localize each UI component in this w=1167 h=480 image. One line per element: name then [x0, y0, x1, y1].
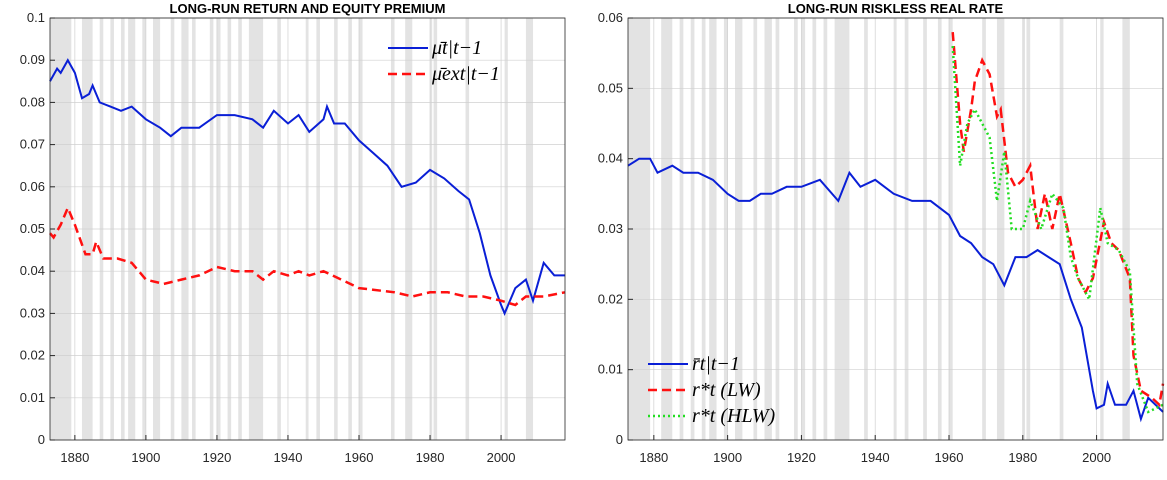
y-tick-label: 0.03 [598, 221, 623, 236]
y-tick-label: 0.06 [20, 179, 45, 194]
x-tick-label: 1940 [861, 450, 890, 465]
y-tick-label: 0.05 [20, 221, 45, 236]
y-tick-label: 0.01 [598, 362, 623, 377]
x-tick-label: 1960 [935, 450, 964, 465]
y-tick-label: 0.1 [27, 10, 45, 25]
series-line [627, 157, 1164, 423]
x-tick-label: 1940 [274, 450, 303, 465]
x-tick-label: 1920 [787, 450, 816, 465]
series-line [951, 46, 1164, 414]
legend-label: r̄t|t−1 [692, 353, 740, 375]
series-line [49, 58, 565, 316]
x-tick-label: 1880 [60, 450, 89, 465]
y-tick-label: 0.07 [20, 137, 45, 152]
y-tick-label: 0.08 [20, 94, 45, 109]
x-tick-label: 1900 [713, 450, 742, 465]
y-tick-label: 0.02 [598, 291, 623, 306]
x-tick-label: 1900 [131, 450, 160, 465]
chart-title: LONG-RUN RISKLESS REAL RATE [788, 1, 1004, 16]
chart-title: LONG-RUN RETURN AND EQUITY PREMIUM [170, 1, 446, 16]
x-tick-label: 1960 [345, 450, 374, 465]
x-tick-label: 1980 [416, 450, 445, 465]
y-tick-label: 0.06 [598, 10, 623, 25]
legend-label: r*t (LW) [692, 379, 761, 401]
plot-frame [49, 17, 566, 441]
x-tick-label: 2000 [1082, 450, 1111, 465]
series-line [49, 204, 566, 307]
x-tick-label: 1880 [639, 450, 668, 465]
x-tick-label: 1920 [202, 450, 231, 465]
x-tick-label: 1980 [1008, 450, 1037, 465]
y-tick-label: 0.04 [20, 263, 45, 278]
y-tick-label: 0.01 [20, 390, 45, 405]
legend-label: μ̄t|t−1 [431, 37, 482, 59]
legend-label: r*t (HLW) [692, 405, 775, 427]
y-tick-label: 0.04 [598, 151, 623, 166]
y-tick-label: 0 [38, 432, 45, 447]
y-tick-label: 0.05 [598, 80, 623, 95]
y-tick-label: 0.03 [20, 305, 45, 320]
x-tick-label: 2000 [487, 450, 516, 465]
y-tick-label: 0.09 [20, 52, 45, 67]
y-tick-label: 0.02 [20, 348, 45, 363]
legend-label: μ̄ext|t−1 [431, 63, 500, 85]
plot-frame [627, 17, 1164, 441]
y-tick-label: 0 [616, 432, 623, 447]
